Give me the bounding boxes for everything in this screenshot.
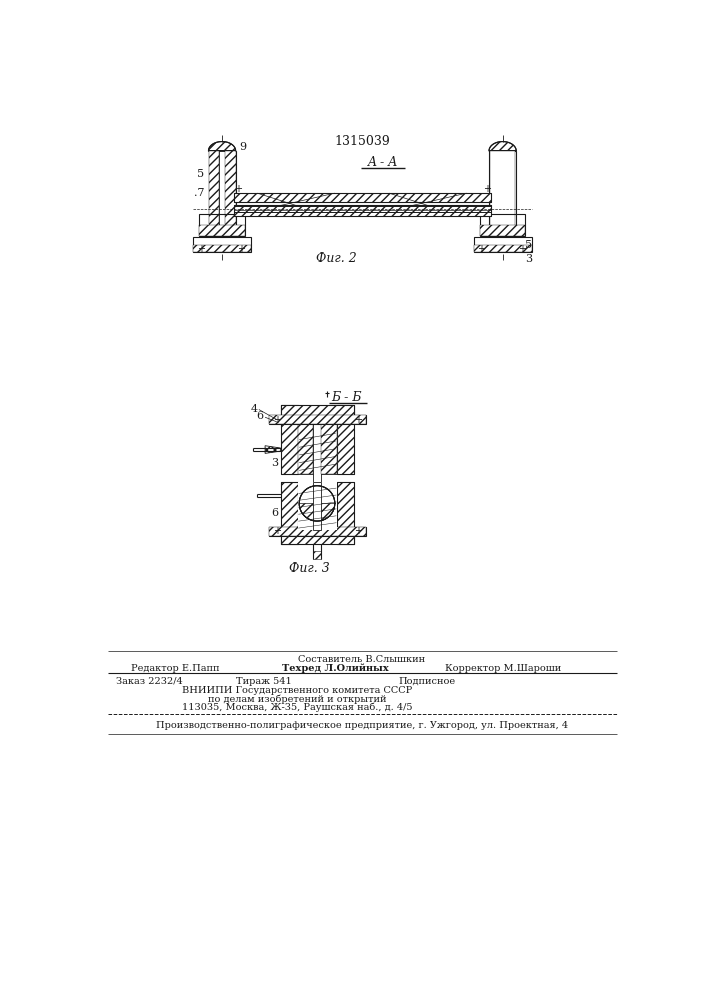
Bar — [337, 482, 354, 544]
Text: Фиг. 2: Фиг. 2 — [316, 252, 357, 265]
Bar — [193, 237, 251, 252]
Bar — [298, 419, 337, 474]
Bar — [269, 415, 366, 424]
Bar — [234, 205, 491, 216]
Text: 5: 5 — [525, 240, 532, 250]
Text: Техред Л.Олийных: Техред Л.Олийных — [282, 663, 389, 673]
Text: 9: 9 — [239, 142, 246, 152]
Bar — [489, 151, 516, 232]
Bar — [313, 551, 321, 559]
Bar — [199, 225, 245, 235]
Text: Б - Б: Б - Б — [331, 391, 361, 404]
Text: Производственно-полиграфическое предприятие, г. Ужгород, ул. Проектная, 4: Производственно-полиграфическое предприя… — [156, 721, 568, 730]
Bar — [281, 530, 354, 544]
Bar — [337, 482, 354, 544]
Bar — [234, 193, 491, 202]
Text: +: + — [518, 244, 525, 254]
Text: 3: 3 — [525, 254, 532, 264]
Bar — [480, 225, 525, 235]
Bar — [234, 205, 491, 216]
Text: 4: 4 — [250, 404, 257, 414]
Polygon shape — [265, 446, 281, 453]
Text: A - A: A - A — [368, 156, 398, 169]
Text: Составитель В.Слышкин: Составитель В.Слышкин — [298, 655, 426, 664]
Text: 3: 3 — [271, 458, 279, 468]
Text: 6: 6 — [257, 411, 264, 421]
Bar — [281, 482, 298, 544]
Bar — [490, 151, 515, 232]
Text: +: + — [197, 244, 205, 254]
Bar — [474, 245, 532, 252]
Polygon shape — [209, 142, 235, 151]
Bar — [298, 482, 337, 530]
Polygon shape — [489, 142, 516, 151]
Bar — [219, 151, 225, 232]
Text: 113035, Москва, Ж-35, Раушская наб., д. 4/5: 113035, Москва, Ж-35, Раушская наб., д. … — [182, 703, 413, 712]
Text: +: + — [354, 526, 362, 536]
Bar — [474, 237, 532, 252]
Bar — [337, 405, 354, 474]
Bar — [313, 419, 321, 482]
Bar — [193, 245, 251, 252]
Bar — [480, 214, 525, 235]
Bar — [313, 482, 321, 530]
Bar — [234, 193, 491, 202]
Text: +: + — [354, 415, 362, 425]
Text: +: + — [273, 526, 281, 536]
Bar — [281, 405, 354, 419]
Bar — [321, 419, 337, 474]
Bar — [298, 419, 313, 474]
Text: .7: .7 — [194, 188, 204, 198]
Text: +: + — [234, 184, 242, 194]
Text: 1315039: 1315039 — [334, 135, 390, 148]
Text: ВНИИПИ Государственного комитета СССР: ВНИИПИ Государственного комитета СССР — [182, 686, 413, 695]
Text: 6: 6 — [271, 508, 279, 518]
Text: Корректор М.Шароши: Корректор М.Шароши — [445, 664, 561, 673]
Text: Редактор Е.Папп: Редактор Е.Папп — [131, 664, 219, 673]
Text: 5: 5 — [197, 169, 204, 179]
Text: +: + — [273, 415, 281, 425]
Bar — [269, 527, 366, 536]
Bar — [225, 151, 235, 232]
Bar — [281, 482, 298, 544]
Bar — [269, 415, 366, 424]
Bar — [281, 530, 354, 544]
Bar — [209, 151, 235, 232]
Text: Тираж 541: Тираж 541 — [235, 677, 291, 686]
Bar — [199, 214, 245, 235]
Text: Подписное: Подписное — [398, 677, 455, 686]
Text: по делам изобретений и открытий: по делам изобретений и открытий — [209, 694, 387, 704]
Bar — [209, 151, 219, 232]
Text: Фиг. 3: Фиг. 3 — [289, 562, 329, 575]
Bar — [281, 405, 354, 419]
Text: +: + — [477, 244, 485, 254]
Text: +: + — [237, 244, 245, 254]
Bar — [281, 405, 298, 474]
Polygon shape — [299, 503, 335, 521]
Bar — [337, 405, 354, 474]
Text: +: + — [483, 184, 491, 194]
Bar — [281, 405, 298, 474]
Bar — [269, 527, 366, 536]
Text: Заказ 2232/4: Заказ 2232/4 — [115, 677, 182, 686]
